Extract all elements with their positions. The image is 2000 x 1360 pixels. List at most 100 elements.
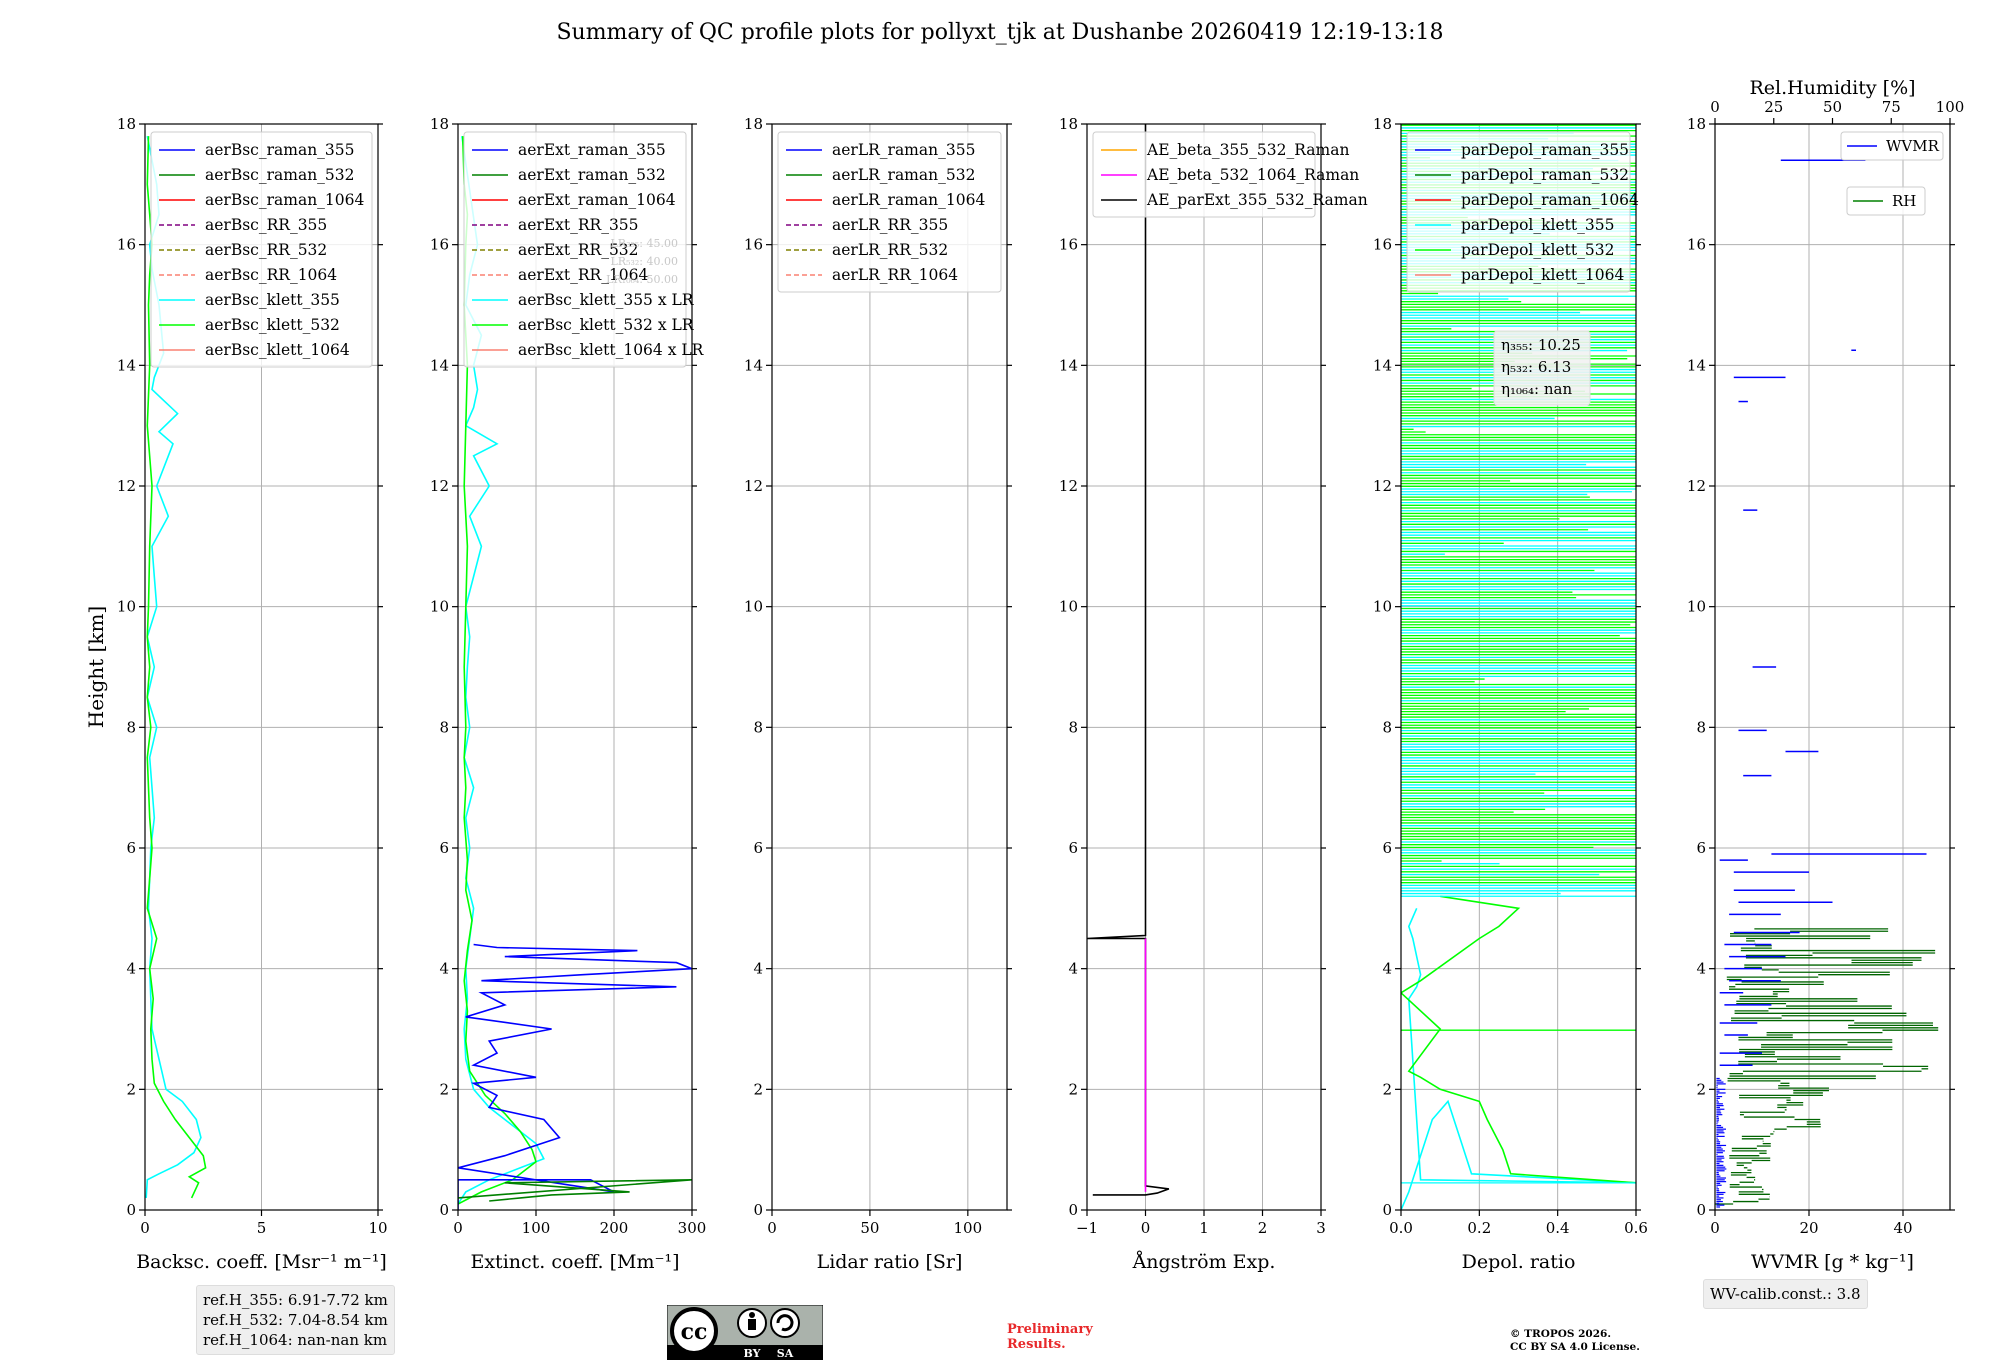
top-tick-label: 25 (1764, 98, 1783, 116)
lr-note: LR₁₀₆₄: 50.00 (606, 273, 678, 286)
x-tick-label: 3 (1316, 1219, 1326, 1237)
series-parDepol_klett_532 (1401, 895, 1636, 1184)
legend-label: aerBsc_raman_1064 (205, 191, 365, 209)
y-tick-label: 14 (1373, 356, 1392, 374)
legend-label: aerLR_RR_532 (832, 241, 948, 259)
legend-box (463, 131, 687, 368)
legend-label: aerBsc_klett_355 (205, 291, 340, 309)
y-tick-label: 2 (1696, 1080, 1706, 1098)
panel-bsc: 0 5 10 0 2 4 6 8 10 12 14 16 18 Backsc. coeff. [Msr⁻¹… (117, 115, 388, 1273)
x-tick-label: 0.6 (1624, 1219, 1648, 1237)
x-tick-label: 20 (1799, 1219, 1818, 1237)
legend-label: AE_beta_355_532_Raman (1146, 141, 1349, 159)
legend-label: aerBsc_raman_355 (205, 141, 355, 159)
legend-label: aerBsc_klett_1064 x LR (518, 341, 705, 359)
legend-label: aerLR_RR_355 (832, 216, 948, 234)
y-tick-label: 6 (126, 839, 136, 857)
y-tick-label: 6 (439, 839, 449, 857)
lr-note: LR₅₃₂: 40.00 (610, 255, 678, 268)
y-tick-label: 14 (117, 356, 136, 374)
legend-box (1406, 131, 1631, 293)
x-axis-label: Depol. ratio (1462, 1251, 1576, 1273)
y-tick-label: 4 (126, 960, 136, 978)
x-tick-label: 100 (522, 1219, 551, 1237)
legend-label: aerBsc_klett_355 x LR (518, 291, 695, 309)
legend-label: aerBsc_RR_1064 (205, 266, 337, 284)
legend-label: AE_beta_532_1064_Raman (1146, 166, 1359, 184)
y-tick-label: 18 (744, 115, 763, 133)
legend-label: aerLR_RR_1064 (832, 266, 958, 284)
top-tick-label: 75 (1882, 98, 1901, 116)
y-tick-label: 10 (1687, 598, 1706, 616)
by-label: BY (744, 1347, 761, 1360)
x-axis-label: Backsc. coeff. [Msr⁻¹ m⁻¹] (136, 1251, 387, 1273)
legend-box (150, 131, 373, 368)
y-tick-label: 0 (126, 1201, 136, 1219)
legend-label: AE_parExt_355_532_Raman (1146, 191, 1368, 209)
y-tick-label: 16 (744, 236, 763, 254)
y-tick-label: 2 (753, 1080, 763, 1098)
series-aerBsc_klett_355 x LR (458, 135, 545, 1205)
prelim-line-2: Results. (1007, 1337, 1066, 1352)
series-aerBsc_klett_355 (145, 135, 202, 1198)
legend-label: aerBsc_RR_355 (205, 216, 327, 234)
refh-1064: ref.H_1064: nan-nan km (203, 1331, 388, 1349)
x-tick-label: 0.2 (1467, 1219, 1491, 1237)
y-tick-label: 2 (1068, 1080, 1078, 1098)
legend-label: aerExt_raman_355 (518, 141, 666, 159)
panel-lr: 0 50 100 0 2 4 6 8 10 12 14 16 18 Lidar ratio [Sr] aer… (744, 115, 1012, 1273)
x-tick-label: 50 (860, 1219, 879, 1237)
x-axis-label: Extinct. coeff. [Mm⁻¹] (470, 1251, 679, 1273)
plot-area-wv (1715, 159, 1939, 1208)
eta-background (1493, 330, 1591, 406)
legend-box (1092, 131, 1316, 218)
legend-label: aerBsc_klett_1064 (205, 341, 350, 359)
y-tick-label: 6 (753, 839, 763, 857)
plot-area-bsc (145, 135, 207, 1199)
y-tick-label: 6 (1382, 839, 1392, 857)
axes-frame (771, 123, 1008, 1211)
y-tick-label: 16 (430, 236, 449, 254)
x-axis-label: WVMR [g * kg⁻¹] (1751, 1251, 1914, 1273)
legend-label: aerLR_raman_355 (832, 141, 975, 159)
x-tick-label: 10 (368, 1219, 387, 1237)
y-tick-label: 16 (1687, 236, 1706, 254)
y-tick-label: 14 (744, 356, 763, 374)
y-tick-label: 12 (430, 477, 449, 495)
y-tick-label: 0 (1696, 1201, 1706, 1219)
refh-355: ref.H_355: 6.91-7.72 km (203, 1291, 388, 1309)
sa-icon (770, 1308, 800, 1338)
y-tick-label: 10 (744, 598, 763, 616)
y-tick-label: 18 (117, 115, 136, 133)
axes-frame (1086, 123, 1322, 1211)
legend-label: parDepol_raman_532 (1461, 166, 1629, 184)
y-tick-label: 10 (1059, 598, 1078, 616)
x-tick-label: −1 (1076, 1219, 1098, 1237)
legend-lr: aerLR_raman_355 aerLR_raman_532 aerLR_rama… (777, 131, 1002, 293)
y-tick-label: 0 (753, 1201, 763, 1219)
eta-value: η₃₅₅: 10.25 (1501, 336, 1581, 354)
legend-box (1840, 131, 1944, 161)
y-tick-label: 4 (1068, 960, 1078, 978)
y-tick-label: 12 (1059, 477, 1078, 495)
x-axis-label: Ångström Exp. (1132, 1251, 1276, 1273)
top-tick-label: 0 (1710, 98, 1720, 116)
y-tick-label: 8 (1068, 718, 1078, 736)
legend-depol: parDepol_raman_355 parDepol_raman_532 parD… (1406, 131, 1639, 293)
series-AE_parExt_355_532_Raman (1087, 124, 1170, 1196)
reference-height-box: ref.H_355: 6.91-7.72 km ref.H_532: 7.04-… (196, 1285, 395, 1355)
sa-label: SA (777, 1347, 794, 1360)
x-tick-label: 0 (1710, 1219, 1720, 1237)
x-tick-label: 0 (1141, 1219, 1151, 1237)
legend-box (1846, 186, 1926, 216)
top-axis-label: Rel.Humidity [%] (1749, 77, 1915, 99)
y-tick-label: 6 (1068, 839, 1078, 857)
panel-depol: 0.0 0.2 0.4 0.6 0 2 4 6 8 10 12 14 16 18 Depol. ratio p… (1373, 115, 1648, 1273)
y-tick-label: 2 (126, 1080, 136, 1098)
y-tick-label: 4 (1696, 960, 1706, 978)
y-tick-label: 14 (430, 356, 449, 374)
y-tick-label: 8 (439, 718, 449, 736)
plot-area-ae (1087, 124, 1170, 1196)
copyright-line-2: CC BY SA 4.0 License. (1510, 1341, 1640, 1353)
